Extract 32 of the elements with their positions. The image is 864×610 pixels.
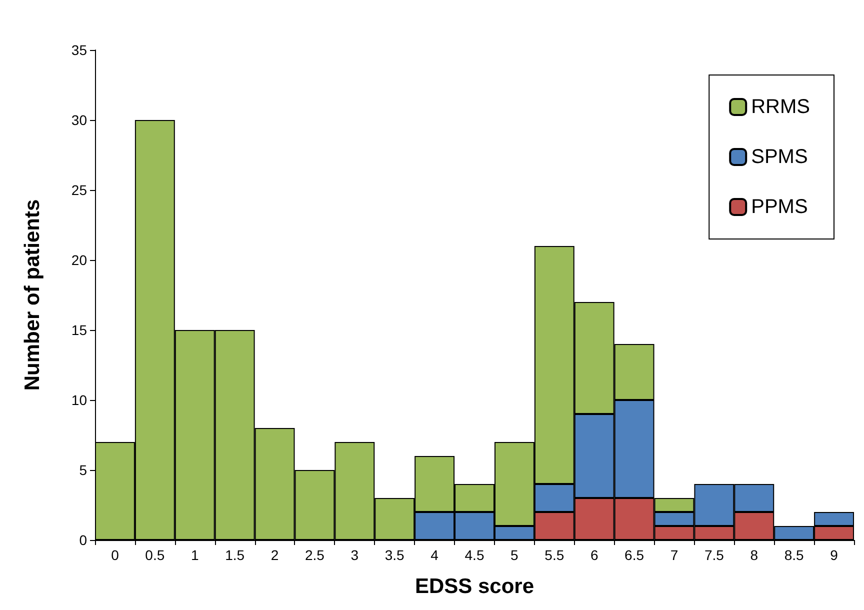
x-tick-label: 8 — [750, 547, 758, 563]
x-tick-label: 5.5 — [544, 547, 564, 563]
y-tick-label: 10 — [71, 392, 88, 408]
y-tick-label: 5 — [79, 462, 88, 478]
y-tick-label: 35 — [71, 42, 88, 58]
x-tick-label: 4.5 — [464, 547, 484, 563]
x-tick-label: 3.5 — [384, 547, 405, 563]
y-tick-label: 0 — [79, 532, 88, 548]
x-tick-label: 1 — [190, 547, 199, 563]
legend-label: SPMS — [751, 146, 808, 168]
x-tick-label: 7.5 — [704, 547, 724, 563]
x-tick-label: 1.5 — [225, 547, 245, 563]
x-tick-label: 4 — [430, 547, 439, 563]
x-axis-title: EDSS score — [414, 575, 534, 598]
x-tick-label: 2.5 — [304, 547, 325, 563]
x-tick-label: 0.5 — [145, 547, 165, 563]
x-tick-label: 6 — [590, 547, 598, 563]
x-tick-label: 8.5 — [784, 547, 804, 563]
x-tick-label: 7 — [670, 547, 678, 563]
x-tick-label: 9 — [830, 547, 838, 563]
x-tick-label: 3 — [350, 547, 359, 563]
y-tick-label: 25 — [71, 182, 88, 198]
x-tick-label: 2 — [270, 547, 279, 563]
x-tick-label: 5 — [510, 547, 519, 563]
y-tick-label: 15 — [71, 322, 88, 338]
y-tick-label: 30 — [71, 112, 88, 128]
legend-label: RRMS — [751, 96, 810, 118]
x-tick-label: 0 — [111, 547, 120, 563]
y-tick-label: 20 — [71, 252, 88, 268]
x-tick-label: 6.5 — [624, 547, 644, 563]
y-axis-title: Number of patients — [21, 199, 44, 391]
legend-label: PPMS — [751, 196, 808, 218]
